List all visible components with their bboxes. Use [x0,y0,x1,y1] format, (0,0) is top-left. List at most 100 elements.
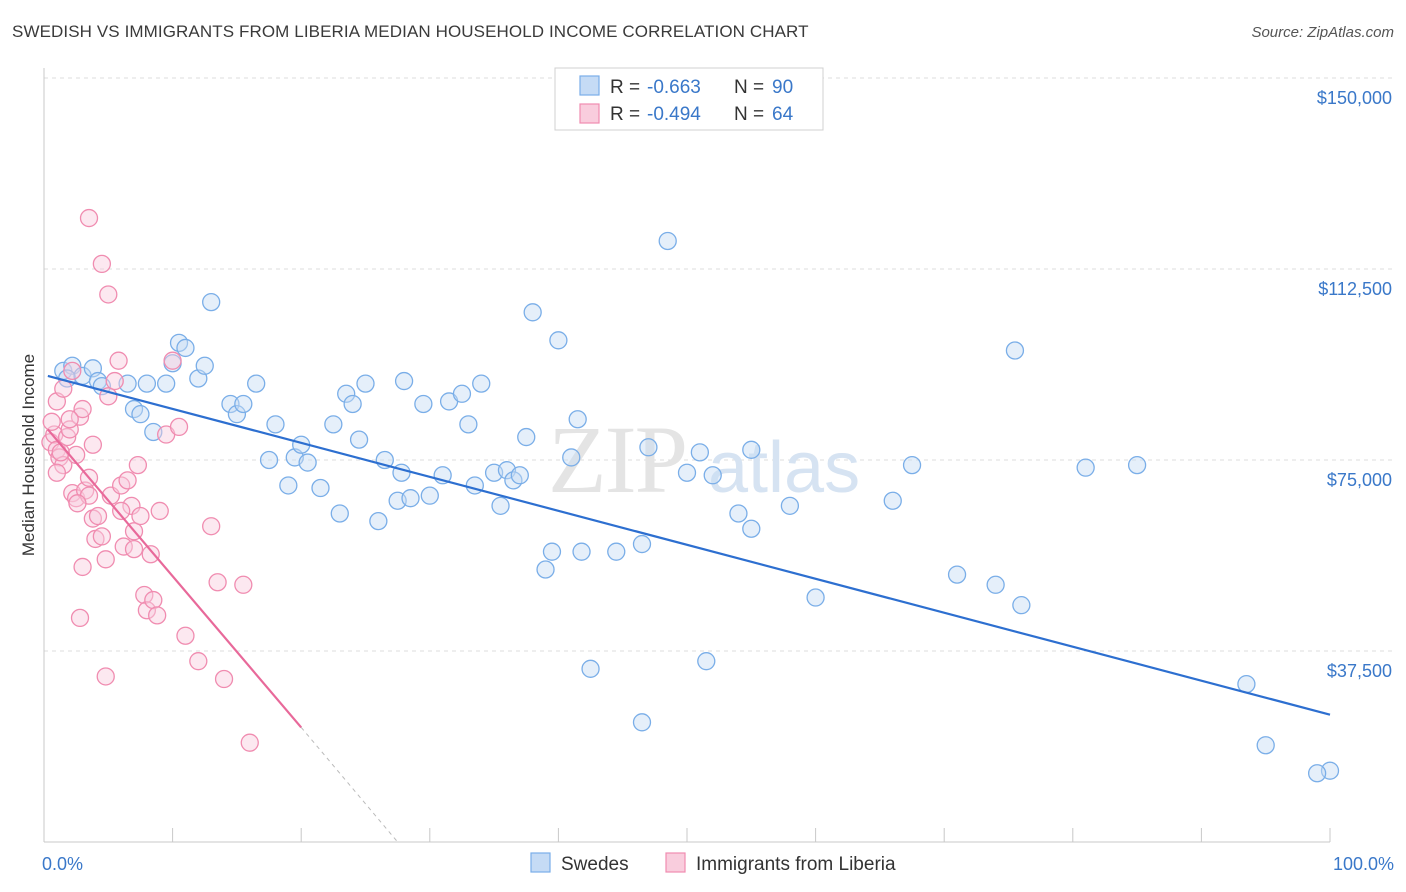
swedes-point-65 [658,231,677,251]
liberia-point-40 [202,517,221,536]
swedes-point-68 [697,652,716,671]
legend-r-label-swedes: R = [610,77,640,98]
swedes-point-74 [806,588,825,607]
swedes-point-84 [1307,764,1327,783]
swedes-point-36 [369,511,388,531]
x-tick-label-left: 0.0% [42,854,83,874]
liberia-point-50 [214,669,234,689]
liberia-point-63 [68,494,87,513]
swedes-point-42 [420,486,439,505]
swedes-point-63 [632,713,652,732]
legend-box: R = -0.663 N = 90 R = -0.494 N = 64 [554,67,824,131]
y-axis-label: Median Household Income [19,354,38,556]
bottom-legend: Swedes Immigrants from Liberia [530,852,896,875]
swedes-point-86 [1127,455,1147,475]
swedes-point-31 [330,504,349,523]
liberia-point-44 [99,285,118,304]
swedes-point-60 [581,659,600,678]
swedes-point-62 [632,534,652,554]
liberia-point-17 [96,550,115,569]
swedes-point-41 [414,394,433,414]
swedes-point-45 [452,384,472,403]
swedes-point-59 [572,542,591,561]
liberia-point-16 [92,527,112,546]
liberia-point-33 [148,606,167,625]
swedes-point-19 [221,394,240,414]
swedes-point-40 [401,489,420,508]
swedes-point-64 [639,438,658,457]
liberia-point-36 [163,351,182,370]
liberia-point-31 [141,545,160,564]
swedes-point-80 [1012,596,1031,615]
swedes-point-75 [883,491,902,510]
swedes-point-33 [343,394,362,414]
bottom-legend-label-liberia: Immigrants from Liberia [696,854,896,875]
liberia-point-10 [73,399,92,419]
swedes-point-72 [742,440,761,459]
liberia-point-15 [88,506,108,526]
liberia-point-24 [118,471,137,490]
swedes-point-17 [195,356,214,375]
data-points [41,208,1340,783]
legend-n-label-liberia: N = [734,104,764,125]
liberia-point-61 [42,412,61,431]
swedes-point-15 [176,338,195,358]
swedes-point-34 [349,430,369,449]
liberia-point-58 [47,463,67,482]
liberia-point-34 [150,501,169,521]
swedes-point-11 [137,374,157,393]
swedes-point-58 [568,410,587,429]
legend-n-label-swedes: N = [734,77,764,98]
liberia-point-55 [60,410,79,429]
liberia-point-41 [208,573,227,592]
legend-frame [554,67,824,131]
liberia-point-49 [96,667,115,686]
legend-swatch-swedes [579,75,600,96]
swedes-point-21 [234,394,253,414]
swedes-point-22 [247,374,266,393]
swedes-point-54 [536,560,555,579]
swedes-point-52 [517,427,536,447]
liberia-point-48 [70,608,90,628]
trend-lines [47,374,1331,843]
swedes-point-73 [780,496,800,515]
bottom-legend-swatch-liberia [665,852,686,873]
swedes-point-32 [337,384,356,403]
swedes-point-35 [356,374,375,393]
y-tick-label-3: $150,000 [1317,88,1392,108]
swedes-point-77 [947,565,967,584]
swedes-point-81 [1076,458,1095,477]
swedes-point-88 [394,371,414,391]
liberia-point-37 [169,417,189,437]
x-tick-label-right: 100.0% [1333,854,1394,874]
liberia-point-25 [122,496,141,515]
swedes-point-49 [491,496,510,515]
swedes-point-29 [311,478,330,498]
bottom-legend-swatch-swedes [530,852,551,873]
liberia-point-38 [176,626,195,645]
swedes-point-87 [510,466,529,485]
series-swedes [54,231,1340,783]
y-tick-label-0: $37,500 [1327,661,1392,681]
legend-swatch-liberia [579,103,600,124]
liberia-point-51 [240,733,259,752]
legend-r-value-swedes: -0.663 [647,77,701,98]
y-tick-label-1: $75,000 [1327,470,1392,490]
swedes-point-78 [986,575,1005,594]
swedes-point-30 [324,415,343,434]
liberia-point-32 [144,590,163,610]
liberia-point-59 [63,361,82,381]
legend-r-value-liberia: -0.494 [647,104,701,125]
swedes-point-25 [279,476,298,495]
liberia-point-20 [105,371,124,391]
swedes-point-18 [202,292,221,312]
legend-n-value-liberia: 64 [772,104,794,125]
liberia-point-21 [109,351,128,370]
liberia-point-30 [137,601,157,620]
liberia-point-60 [83,435,103,454]
swedes-point-47 [472,374,491,393]
liberia-point-39 [189,652,208,671]
liberia-point-29 [135,585,154,605]
legend-n-value-swedes: 90 [772,77,793,98]
swedes-point-61 [607,542,626,561]
